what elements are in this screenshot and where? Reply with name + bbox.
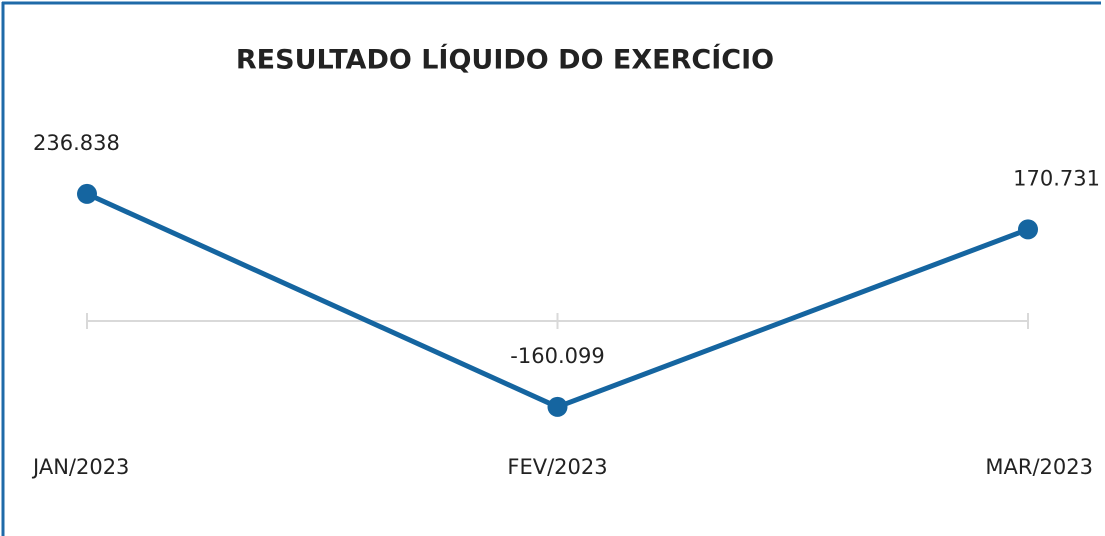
point [77,183,97,204]
line [85,191,1029,410]
point [1018,219,1038,240]
point [547,396,568,417]
x-tick-label: MAR/2023 [985,455,1093,479]
x-tick-label: JAN/2023 [31,455,129,479]
data-label: 170.731 [1013,166,1100,190]
data-label: -160.099 [510,344,604,368]
x-tick-label: FEV/2023 [507,455,607,479]
chart-title: RESULTADO LÍQUIDO DO EXERCÍCIO [236,44,774,76]
data-label: 236.838 [33,131,120,155]
